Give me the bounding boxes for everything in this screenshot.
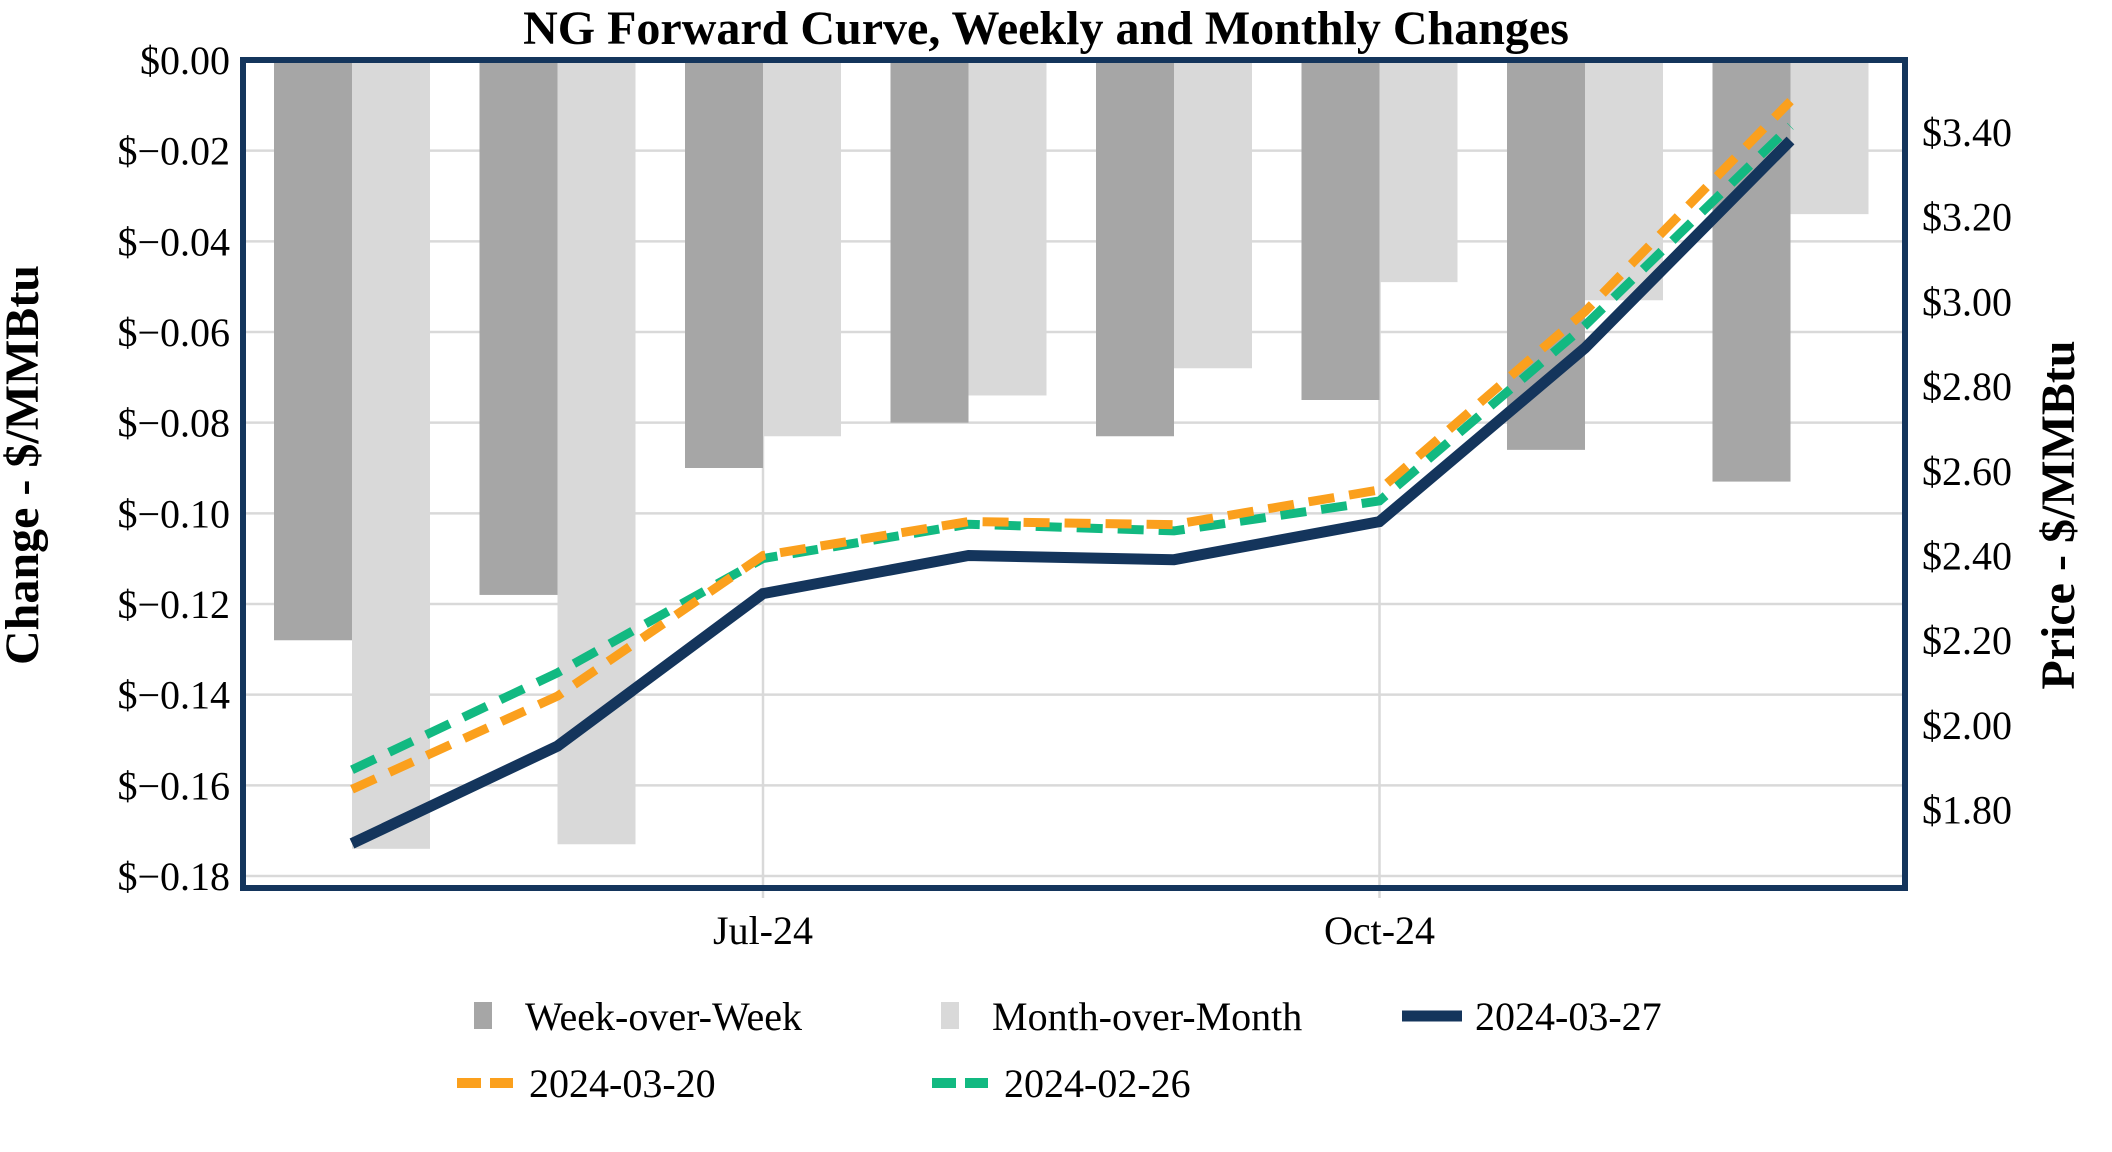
bar-month-over-month	[1790, 60, 1869, 215]
x-axis-tick-label: Jul-24	[713, 908, 813, 953]
right-axis-tick-label: $3.00	[1922, 279, 2012, 324]
left-axis-tick-label: $−0.08	[117, 401, 230, 446]
right-axis-tick-label: $2.40	[1922, 534, 2012, 579]
bar-month-over-month	[1174, 60, 1252, 369]
right-axis-tick-label: $3.40	[1922, 110, 2012, 155]
legend-label: 2024-02-26	[1004, 1061, 1191, 1106]
left-axis-title: Change - $/MMBtu	[0, 265, 49, 665]
left-axis-tick-label: $−0.16	[117, 763, 230, 808]
series-line-2024-03-27	[349, 136, 1795, 849]
line-series	[349, 97, 1795, 849]
legend-label: Week-over-Week	[525, 994, 802, 1039]
left-axis-tick-label: $−0.06	[117, 310, 230, 355]
bar-week-over-week	[1507, 60, 1585, 450]
right-axis-tick-label: $2.00	[1922, 703, 2012, 748]
left-axis-tick-label: $−0.14	[117, 673, 230, 718]
left-axis-tick-label: $−0.02	[117, 129, 230, 174]
plot-area-border	[240, 57, 1908, 891]
chart-title: NG Forward Curve, Weekly and Monthly Cha…	[523, 2, 1569, 55]
bar-week-over-week	[685, 60, 763, 468]
left-axis-tick-label: $−0.12	[117, 582, 230, 627]
right-axis-tick-label: $2.80	[1922, 364, 2012, 409]
left-axis-tick-label: $−0.10	[117, 491, 230, 536]
right-axis-tick-label: $2.20	[1922, 618, 2012, 663]
legend-label: 2024-03-20	[529, 1061, 716, 1106]
bar-month-over-month	[1379, 60, 1458, 283]
left-axis-tick-label: $0.00	[140, 38, 230, 83]
bar-month-over-month	[557, 60, 636, 845]
bar-week-over-week	[1096, 60, 1174, 437]
bar-week-over-week	[1712, 60, 1791, 482]
bar-week-over-week	[479, 60, 558, 595]
right-axis-tick-label: $2.60	[1922, 449, 2012, 494]
series-line-2024-03-20	[350, 97, 1794, 794]
x-axis-tick-label: Oct-24	[1324, 908, 1435, 953]
axis-tick-labels: $0.00 $−0.02 $−0.04 $−0.06 $−0.08 $−0.10 $−0.1…	[117, 38, 2012, 953]
left-axis-tick-label: $−0.04	[117, 219, 230, 264]
legend-swatch-wow_bar	[474, 1002, 492, 1029]
right-axis-tick-label: $1.80	[1922, 788, 2012, 833]
right-axis-tick-label: $3.20	[1922, 195, 2012, 240]
legend: Week-over-Week Month-over-Month 2024-03-27…	[457, 994, 1662, 1106]
bar-series	[274, 60, 1869, 849]
legend-label: 2024-03-27	[1475, 994, 1662, 1039]
legend-label: Month-over-Month	[992, 994, 1302, 1039]
bar-month-over-month	[352, 60, 430, 849]
right-axis-title: Price - $/MMBtu	[2032, 340, 2085, 689]
series-line-2024-02-26	[350, 122, 1794, 774]
bar-week-over-week	[890, 60, 969, 423]
legend-swatch-mom_bar	[941, 1002, 959, 1029]
bar-week-over-week	[274, 60, 352, 641]
bar-month-over-month	[968, 60, 1047, 396]
bar-week-over-week	[1301, 60, 1380, 400]
left-axis-tick-label: $−0.18	[117, 854, 230, 899]
bar-month-over-month	[763, 60, 841, 437]
